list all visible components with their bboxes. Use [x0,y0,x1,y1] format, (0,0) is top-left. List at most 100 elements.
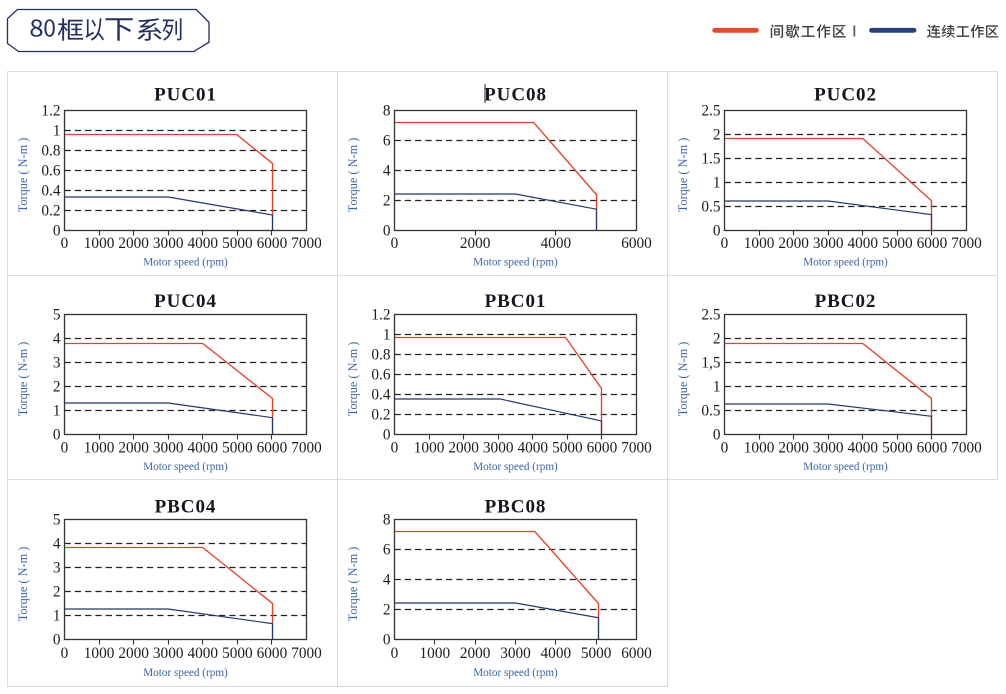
svg-text:2000: 2000 [118,440,149,457]
svg-text:0.2: 0.2 [41,203,60,220]
svg-text:2: 2 [713,127,721,144]
svg-text:7000: 7000 [621,440,652,457]
svg-text:3000: 3000 [153,440,184,457]
svg-text:5000: 5000 [222,440,253,457]
svg-text:1: 1 [53,608,61,625]
svg-text:0: 0 [53,223,61,240]
svg-text:1.2: 1.2 [41,103,60,120]
svg-text:1.2: 1.2 [371,307,390,324]
svg-text:1: 1 [713,379,721,396]
svg-text:3000: 3000 [813,235,844,252]
svg-text:2000: 2000 [118,235,149,252]
svg-text:Motor speed (rpm): Motor speed (rpm) [473,461,558,473]
svg-text:Torque ( N-m ): Torque ( N-m ) [676,342,690,417]
svg-text:2.5: 2.5 [701,307,720,324]
svg-text:6000: 6000 [257,645,288,662]
svg-text:1.5: 1.5 [701,151,720,168]
svg-text:PBC02: PBC02 [815,291,877,312]
svg-text:Torque ( N-m ): Torque ( N-m ) [346,547,360,622]
svg-text:1: 1 [383,327,391,344]
svg-text:Motor speed (rpm): Motor speed (rpm) [143,667,228,679]
svg-text:5: 5 [53,512,61,529]
svg-text:0.6: 0.6 [41,163,60,180]
svg-text:0.8: 0.8 [41,143,60,160]
svg-text:7000: 7000 [291,235,322,252]
svg-text:6000: 6000 [587,440,618,457]
svg-text:1000: 1000 [744,440,775,457]
svg-text:7000: 7000 [951,235,982,252]
svg-text:1000: 1000 [414,440,445,457]
svg-text:2: 2 [713,331,721,348]
svg-text:7000: 7000 [291,440,322,457]
svg-text:1: 1 [53,123,61,140]
svg-text:1000: 1000 [84,235,115,252]
svg-text:6000: 6000 [621,235,652,252]
svg-text:4000: 4000 [541,645,572,662]
svg-text:4: 4 [383,163,391,180]
svg-text:3000: 3000 [153,235,184,252]
svg-text:0: 0 [383,427,391,444]
svg-text:4000: 4000 [847,235,878,252]
svg-text:3000: 3000 [483,440,514,457]
svg-text:2: 2 [53,379,61,396]
svg-text:4000: 4000 [517,440,548,457]
svg-text:PBC04: PBC04 [155,497,217,518]
svg-text:0: 0 [61,235,69,252]
svg-text:3: 3 [53,355,61,372]
svg-text:Torque ( N-m ): Torque ( N-m ) [346,138,360,213]
svg-text:4000: 4000 [187,645,218,662]
svg-text:6000: 6000 [917,235,948,252]
svg-text:4000: 4000 [187,235,218,252]
svg-text:5000: 5000 [581,645,612,662]
svg-text:0: 0 [713,427,721,444]
svg-text:1000: 1000 [84,440,115,457]
svg-text:0: 0 [721,440,729,457]
svg-text:Motor speed (rpm): Motor speed (rpm) [803,257,888,269]
svg-text:1000: 1000 [420,645,451,662]
svg-text:4: 4 [383,572,391,589]
svg-text:0.8: 0.8 [371,347,390,364]
svg-text:8: 8 [383,512,391,529]
svg-text:2000: 2000 [448,440,479,457]
svg-text:PBC01: PBC01 [485,291,547,312]
svg-text:0: 0 [53,427,61,444]
svg-text:PUC08: PUC08 [484,85,547,106]
svg-text:0.4: 0.4 [371,387,390,404]
svg-text:3000: 3000 [813,440,844,457]
svg-text:0: 0 [53,632,61,649]
svg-text:5000: 5000 [882,235,913,252]
svg-text:0: 0 [61,645,69,662]
svg-text:0: 0 [721,235,729,252]
svg-text:PUC02: PUC02 [814,85,877,106]
svg-text:4: 4 [53,331,61,348]
svg-text:4000: 4000 [187,440,218,457]
svg-text:6000: 6000 [917,440,948,457]
svg-text:2000: 2000 [118,645,149,662]
svg-text:Motor speed (rpm): Motor speed (rpm) [143,257,228,269]
svg-text:0: 0 [61,440,69,457]
svg-text:Torque ( N-m ): Torque ( N-m ) [16,547,30,622]
svg-text:0: 0 [383,223,391,240]
svg-text:2000: 2000 [778,440,809,457]
svg-text:6000: 6000 [257,235,288,252]
svg-text:8: 8 [383,103,391,120]
svg-text:1: 1 [53,403,61,420]
svg-text:6000: 6000 [621,645,652,662]
svg-text:5: 5 [53,307,61,324]
svg-text:0.6: 0.6 [371,367,390,384]
svg-text:PBC08: PBC08 [485,497,547,518]
svg-text:6: 6 [383,133,391,150]
svg-text:0: 0 [383,632,391,649]
svg-text:Torque ( N-m ): Torque ( N-m ) [16,342,30,417]
svg-text:5000: 5000 [222,645,253,662]
svg-text:3000: 3000 [153,645,184,662]
svg-text:6: 6 [383,542,391,559]
svg-text:6000: 6000 [257,440,288,457]
svg-text:0: 0 [391,440,399,457]
svg-text:Motor speed (rpm): Motor speed (rpm) [143,461,228,473]
svg-text:4000: 4000 [847,440,878,457]
svg-text:2000: 2000 [778,235,809,252]
svg-text:0.5: 0.5 [701,403,720,420]
svg-text:PUC01: PUC01 [154,85,217,106]
svg-text:4000: 4000 [541,235,572,252]
